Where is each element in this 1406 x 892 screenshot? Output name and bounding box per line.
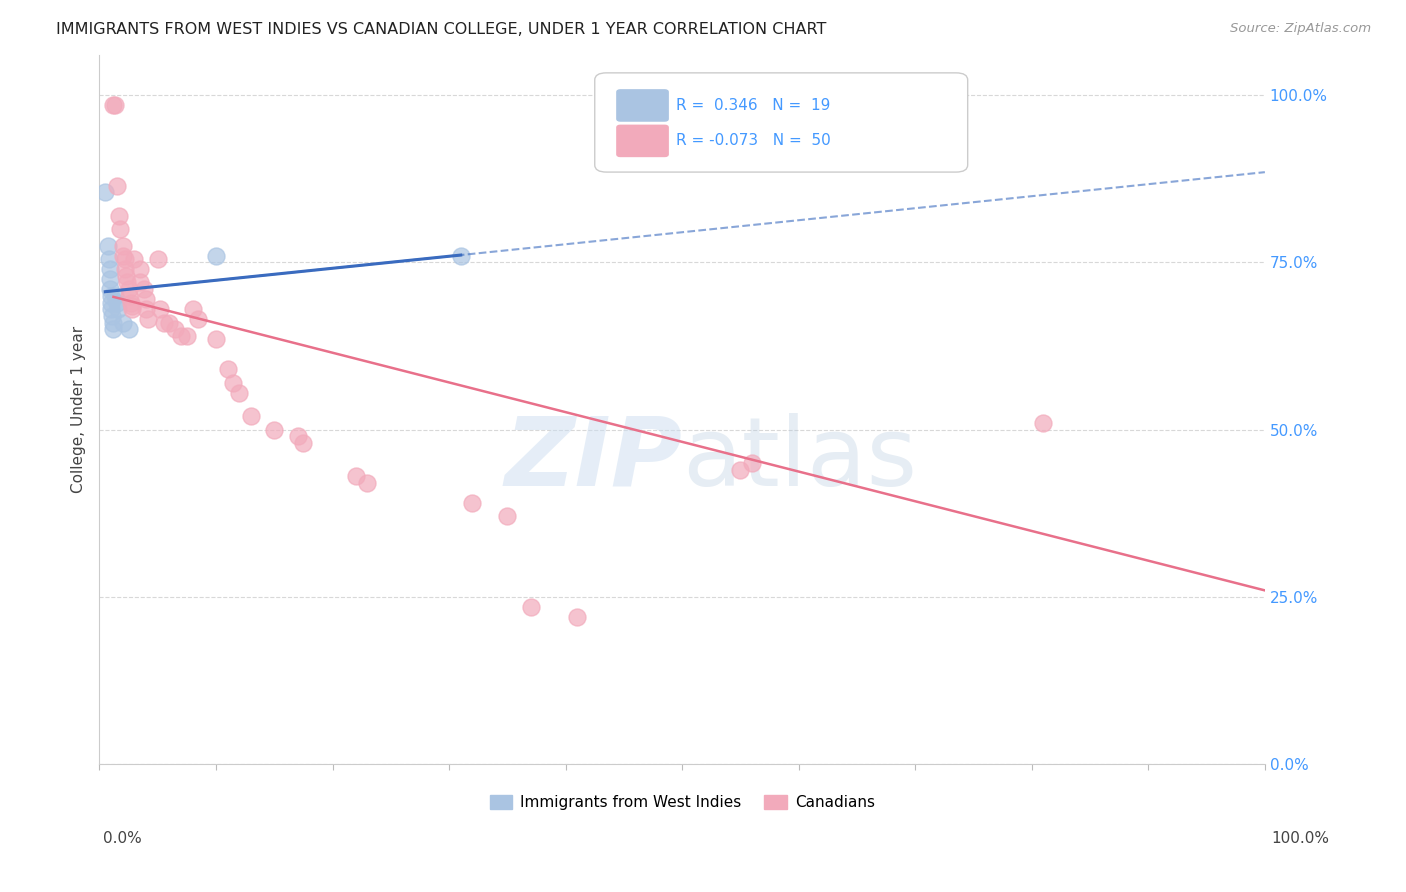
Point bbox=[205, 249, 228, 263]
Point bbox=[101, 309, 124, 323]
Point bbox=[94, 185, 117, 199]
Legend: Immigrants from West Indies, Canadians: Immigrants from West Indies, Canadians bbox=[484, 789, 882, 816]
Point bbox=[103, 98, 125, 112]
Point bbox=[103, 289, 125, 303]
Text: IMMIGRANTS FROM WEST INDIES VS CANADIAN COLLEGE, UNDER 1 YEAR CORRELATION CHART: IMMIGRANTS FROM WEST INDIES VS CANADIAN … bbox=[56, 22, 827, 37]
Point bbox=[496, 509, 519, 524]
Point bbox=[217, 362, 239, 376]
Point bbox=[120, 295, 142, 310]
Point bbox=[135, 292, 157, 306]
Point bbox=[132, 282, 155, 296]
Point bbox=[111, 238, 134, 252]
Point bbox=[176, 329, 198, 343]
Point bbox=[97, 238, 120, 252]
Point bbox=[115, 268, 138, 283]
Point bbox=[181, 302, 204, 317]
Text: 0.0%: 0.0% bbox=[103, 831, 142, 846]
Point bbox=[187, 312, 209, 326]
Point bbox=[117, 276, 139, 290]
Point bbox=[98, 282, 121, 296]
Point bbox=[1032, 416, 1054, 430]
Point bbox=[103, 98, 125, 112]
Point bbox=[111, 316, 134, 330]
Text: Source: ZipAtlas.com: Source: ZipAtlas.com bbox=[1230, 22, 1371, 36]
Text: atlas: atlas bbox=[682, 413, 917, 506]
Point bbox=[97, 252, 120, 266]
Point bbox=[121, 299, 143, 313]
Text: ZIP: ZIP bbox=[505, 413, 682, 506]
Point bbox=[165, 322, 187, 336]
Point bbox=[135, 302, 157, 317]
Point bbox=[117, 282, 139, 296]
Point bbox=[100, 295, 122, 310]
Text: 100.0%: 100.0% bbox=[1271, 831, 1330, 846]
Point bbox=[239, 409, 262, 424]
Point bbox=[741, 456, 763, 470]
Text: R = -0.073   N =  50: R = -0.073 N = 50 bbox=[676, 134, 831, 148]
Point bbox=[222, 376, 245, 390]
Point bbox=[730, 463, 752, 477]
Point bbox=[124, 252, 146, 266]
Point bbox=[117, 289, 139, 303]
Point bbox=[114, 262, 136, 277]
Text: R =  0.346   N =  19: R = 0.346 N = 19 bbox=[676, 98, 831, 113]
Point bbox=[107, 302, 129, 317]
Point bbox=[129, 276, 152, 290]
Point bbox=[110, 222, 132, 236]
Point bbox=[105, 295, 128, 310]
Point bbox=[121, 302, 143, 317]
Point bbox=[356, 476, 378, 491]
Point bbox=[205, 332, 228, 346]
Point bbox=[263, 423, 285, 437]
Point bbox=[519, 599, 541, 614]
Point bbox=[100, 289, 122, 303]
Point bbox=[103, 316, 125, 330]
Point bbox=[114, 252, 136, 266]
Point bbox=[287, 429, 309, 443]
Point bbox=[108, 209, 131, 223]
Point bbox=[98, 262, 121, 277]
Point bbox=[98, 272, 121, 286]
Point bbox=[170, 329, 193, 343]
FancyBboxPatch shape bbox=[595, 73, 967, 172]
FancyBboxPatch shape bbox=[617, 90, 668, 121]
Point bbox=[292, 436, 315, 450]
Point bbox=[567, 609, 589, 624]
Point bbox=[344, 469, 367, 483]
FancyBboxPatch shape bbox=[617, 125, 668, 156]
Point bbox=[149, 302, 172, 317]
Point bbox=[111, 249, 134, 263]
Point bbox=[228, 385, 250, 400]
Point bbox=[105, 178, 128, 193]
Point bbox=[129, 262, 152, 277]
Point bbox=[103, 322, 125, 336]
Point bbox=[157, 316, 180, 330]
Point bbox=[461, 496, 484, 510]
Point bbox=[450, 249, 472, 263]
Y-axis label: College, Under 1 year: College, Under 1 year bbox=[72, 326, 86, 493]
Point bbox=[117, 322, 139, 336]
Point bbox=[146, 252, 169, 266]
Point bbox=[100, 302, 122, 317]
Point bbox=[904, 105, 927, 120]
Point bbox=[152, 316, 174, 330]
Point bbox=[138, 312, 160, 326]
